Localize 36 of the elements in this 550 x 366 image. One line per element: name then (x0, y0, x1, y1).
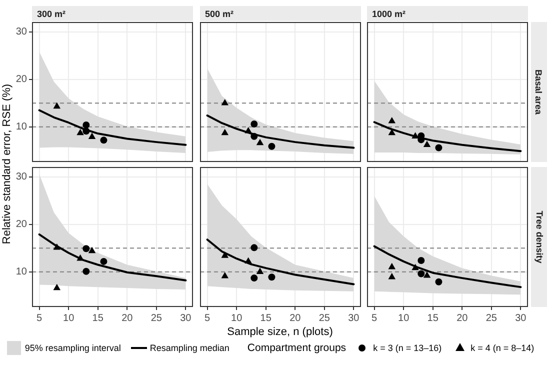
legend-title: Compartment groups (247, 342, 346, 354)
x-tick-label: 5 (36, 312, 43, 324)
chart-title: 1000 m² (367, 6, 528, 21)
x-tick-label: 10 (231, 312, 243, 324)
y-tick-label: 20 (16, 219, 28, 230)
y-tick-label: 20 (16, 74, 28, 86)
y-axis-title: Relative standard error, RSE (%) (1, 82, 13, 246)
x-tick-label: 25 (150, 312, 162, 324)
x-tick-label: 20 (456, 312, 468, 324)
y-tick-label: 30 (16, 26, 28, 38)
x-tick-label: 10 (398, 312, 410, 324)
x-tick-label: 5 (372, 312, 378, 324)
x-tick-label: 15 (92, 312, 104, 324)
x-tick-label: 25 (486, 312, 498, 324)
chart-title: 500 m² (200, 6, 361, 21)
x-tick-label: 25 (318, 312, 330, 324)
y-tick-label: 10 (16, 122, 28, 133)
x-tick-label: 5 (204, 312, 211, 324)
legend-label: k = 3 (n = 13–16) (373, 343, 442, 353)
chart-title: 300 m² (32, 6, 193, 21)
x-tick-label: 30 (515, 312, 527, 324)
legend-label: k = 4 (n = 8–14) (470, 343, 534, 353)
x-tick-label: 20 (290, 312, 302, 324)
x-tick-label: 30 (348, 312, 360, 324)
x-tick-label: 20 (122, 312, 134, 324)
x-tick-label: 15 (427, 312, 439, 324)
y2-axis-title: Tree density (534, 210, 544, 264)
y-tick-label: 10 (16, 266, 28, 278)
x-tick-label: 10 (63, 312, 75, 324)
text: 95% resampling interval (24, 343, 121, 353)
y-tick-label: 30 (16, 172, 28, 183)
legend-label: Resampling median (150, 343, 230, 353)
x-axis-title: Sample size, n (plots) (226, 326, 334, 338)
y2-axis-title: Basal area (534, 69, 544, 115)
x-tick-label: 30 (180, 312, 192, 324)
x-tick-label: 15 (260, 312, 272, 324)
